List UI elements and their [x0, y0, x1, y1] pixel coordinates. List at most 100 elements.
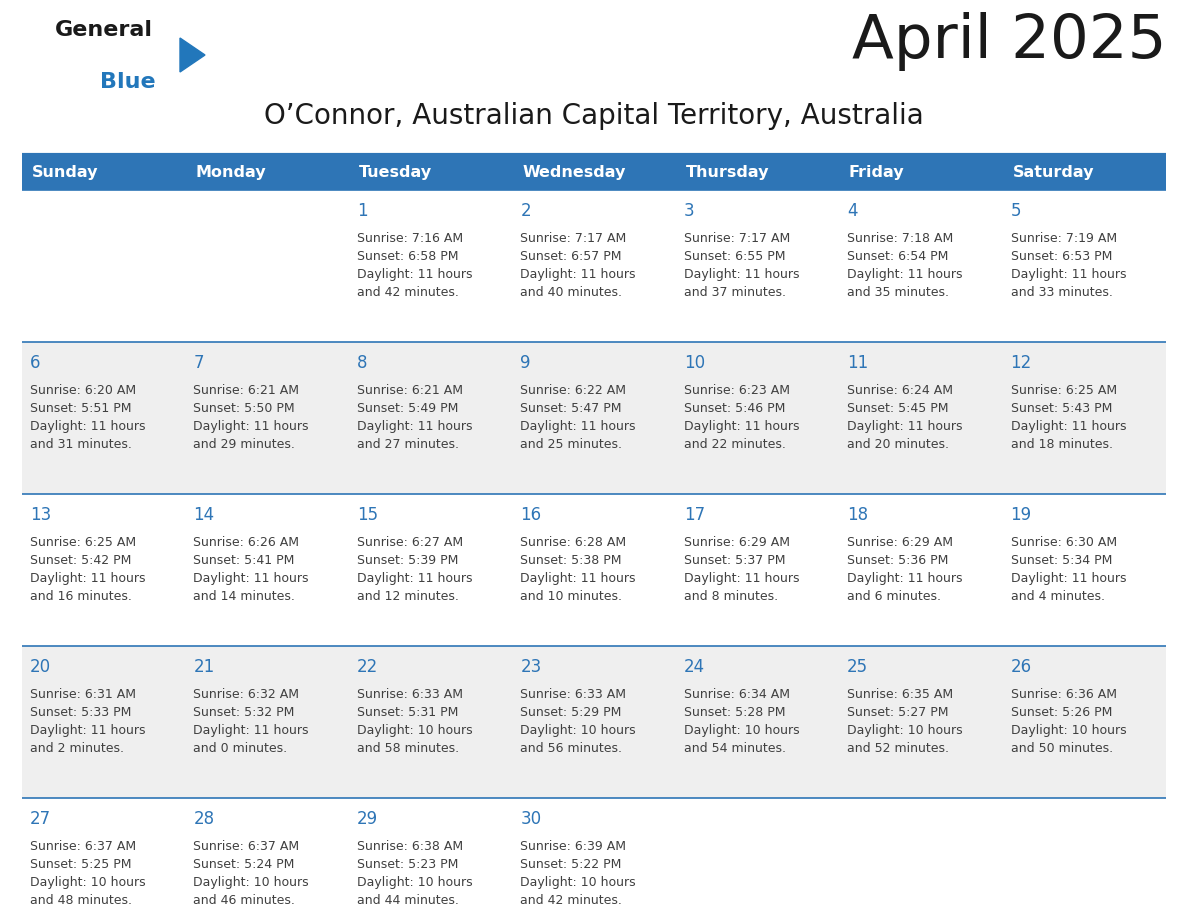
Text: Sunset: 5:39 PM: Sunset: 5:39 PM: [356, 554, 459, 567]
Text: Sunset: 6:58 PM: Sunset: 6:58 PM: [356, 250, 459, 263]
Text: Sunrise: 6:36 AM: Sunrise: 6:36 AM: [1011, 688, 1117, 701]
Text: O’Connor, Australian Capital Territory, Australia: O’Connor, Australian Capital Territory, …: [264, 102, 924, 130]
Text: and 40 minutes.: and 40 minutes.: [520, 286, 623, 299]
Text: Sunset: 5:26 PM: Sunset: 5:26 PM: [1011, 706, 1112, 719]
Text: Sunrise: 6:23 AM: Sunrise: 6:23 AM: [684, 384, 790, 397]
Bar: [1003, 155, 1165, 190]
Bar: [839, 155, 1003, 190]
Text: 14: 14: [194, 506, 215, 524]
Text: and 27 minutes.: and 27 minutes.: [356, 438, 459, 451]
Bar: [349, 155, 512, 190]
Text: Sunset: 5:29 PM: Sunset: 5:29 PM: [520, 706, 621, 719]
Text: Friday: Friday: [849, 165, 904, 180]
Text: and 2 minutes.: and 2 minutes.: [30, 742, 124, 755]
Text: Daylight: 11 hours: Daylight: 11 hours: [194, 724, 309, 737]
Text: 24: 24: [684, 658, 704, 676]
Text: Sunrise: 6:24 AM: Sunrise: 6:24 AM: [847, 384, 953, 397]
Text: Sunrise: 6:29 AM: Sunrise: 6:29 AM: [684, 536, 790, 549]
Text: and 25 minutes.: and 25 minutes.: [520, 438, 623, 451]
Text: Sunset: 6:54 PM: Sunset: 6:54 PM: [847, 250, 948, 263]
Text: Blue: Blue: [100, 72, 156, 92]
Text: Tuesday: Tuesday: [359, 165, 431, 180]
Text: 28: 28: [194, 810, 215, 828]
Text: 3: 3: [684, 202, 694, 220]
Text: Daylight: 11 hours: Daylight: 11 hours: [194, 420, 309, 433]
Text: Sunrise: 6:34 AM: Sunrise: 6:34 AM: [684, 688, 790, 701]
Text: Daylight: 11 hours: Daylight: 11 hours: [520, 420, 636, 433]
Text: Sunrise: 7:19 AM: Sunrise: 7:19 AM: [1011, 232, 1117, 245]
Text: Sunrise: 6:21 AM: Sunrise: 6:21 AM: [194, 384, 299, 397]
Text: and 35 minutes.: and 35 minutes.: [847, 286, 949, 299]
Text: and 31 minutes.: and 31 minutes.: [30, 438, 132, 451]
Text: and 14 minutes.: and 14 minutes.: [194, 590, 296, 603]
Text: Daylight: 10 hours: Daylight: 10 hours: [194, 876, 309, 889]
Bar: [676, 155, 839, 190]
Text: Daylight: 11 hours: Daylight: 11 hours: [684, 572, 800, 585]
Text: Sunrise: 6:37 AM: Sunrise: 6:37 AM: [194, 840, 299, 853]
Text: and 18 minutes.: and 18 minutes.: [1011, 438, 1113, 451]
Text: and 22 minutes.: and 22 minutes.: [684, 438, 785, 451]
Text: Daylight: 11 hours: Daylight: 11 hours: [356, 268, 473, 281]
Text: Sunrise: 6:28 AM: Sunrise: 6:28 AM: [520, 536, 626, 549]
Text: Sunset: 5:25 PM: Sunset: 5:25 PM: [30, 858, 132, 871]
Bar: [23, 155, 185, 190]
Text: and 33 minutes.: and 33 minutes.: [1011, 286, 1112, 299]
Text: 26: 26: [1011, 658, 1031, 676]
Text: Daylight: 11 hours: Daylight: 11 hours: [520, 268, 636, 281]
Text: Sunrise: 6:32 AM: Sunrise: 6:32 AM: [194, 688, 299, 701]
Text: 8: 8: [356, 354, 367, 372]
Text: Sunset: 5:37 PM: Sunset: 5:37 PM: [684, 554, 785, 567]
Text: Daylight: 10 hours: Daylight: 10 hours: [356, 876, 473, 889]
Text: Sunrise: 7:17 AM: Sunrise: 7:17 AM: [520, 232, 626, 245]
Text: Daylight: 11 hours: Daylight: 11 hours: [847, 572, 962, 585]
Text: and 52 minutes.: and 52 minutes.: [847, 742, 949, 755]
Text: 2: 2: [520, 202, 531, 220]
Text: 13: 13: [30, 506, 51, 524]
Text: Sunrise: 6:27 AM: Sunrise: 6:27 AM: [356, 536, 463, 549]
Text: Daylight: 11 hours: Daylight: 11 hours: [30, 572, 145, 585]
Text: Daylight: 11 hours: Daylight: 11 hours: [520, 572, 636, 585]
Text: Daylight: 10 hours: Daylight: 10 hours: [847, 724, 962, 737]
Text: Sunset: 5:27 PM: Sunset: 5:27 PM: [847, 706, 949, 719]
Text: Daylight: 11 hours: Daylight: 11 hours: [356, 420, 473, 433]
Text: Sunset: 5:47 PM: Sunset: 5:47 PM: [520, 402, 621, 415]
Text: and 46 minutes.: and 46 minutes.: [194, 894, 296, 907]
Text: Sunrise: 6:25 AM: Sunrise: 6:25 AM: [30, 536, 137, 549]
Text: Sunrise: 6:30 AM: Sunrise: 6:30 AM: [1011, 536, 1117, 549]
Text: Sunrise: 6:33 AM: Sunrise: 6:33 AM: [356, 688, 463, 701]
Text: Sunrise: 6:31 AM: Sunrise: 6:31 AM: [30, 688, 135, 701]
Text: and 12 minutes.: and 12 minutes.: [356, 590, 459, 603]
Bar: [23, 646, 1165, 798]
Text: Sunset: 5:23 PM: Sunset: 5:23 PM: [356, 858, 459, 871]
Text: and 42 minutes.: and 42 minutes.: [520, 894, 623, 907]
Text: Sunrise: 6:21 AM: Sunrise: 6:21 AM: [356, 384, 463, 397]
Text: Sunset: 5:43 PM: Sunset: 5:43 PM: [1011, 402, 1112, 415]
Text: 17: 17: [684, 506, 704, 524]
Text: Daylight: 11 hours: Daylight: 11 hours: [30, 420, 145, 433]
Text: Sunset: 5:31 PM: Sunset: 5:31 PM: [356, 706, 459, 719]
Text: Daylight: 11 hours: Daylight: 11 hours: [1011, 420, 1126, 433]
Text: and 50 minutes.: and 50 minutes.: [1011, 742, 1113, 755]
Text: Daylight: 11 hours: Daylight: 11 hours: [684, 268, 800, 281]
Text: Sunset: 5:38 PM: Sunset: 5:38 PM: [520, 554, 621, 567]
Text: Sunset: 5:28 PM: Sunset: 5:28 PM: [684, 706, 785, 719]
Text: 4: 4: [847, 202, 858, 220]
Text: 7: 7: [194, 354, 204, 372]
Text: Sunset: 5:33 PM: Sunset: 5:33 PM: [30, 706, 132, 719]
Text: and 54 minutes.: and 54 minutes.: [684, 742, 785, 755]
Text: and 42 minutes.: and 42 minutes.: [356, 286, 459, 299]
Text: 18: 18: [847, 506, 868, 524]
Text: and 56 minutes.: and 56 minutes.: [520, 742, 623, 755]
Text: 15: 15: [356, 506, 378, 524]
Text: and 20 minutes.: and 20 minutes.: [847, 438, 949, 451]
Text: Sunset: 5:51 PM: Sunset: 5:51 PM: [30, 402, 132, 415]
Polygon shape: [181, 38, 206, 72]
Text: and 16 minutes.: and 16 minutes.: [30, 590, 132, 603]
Text: Sunset: 5:22 PM: Sunset: 5:22 PM: [520, 858, 621, 871]
Text: Sunset: 5:36 PM: Sunset: 5:36 PM: [847, 554, 948, 567]
Text: Sunrise: 6:26 AM: Sunrise: 6:26 AM: [194, 536, 299, 549]
Text: Sunrise: 6:20 AM: Sunrise: 6:20 AM: [30, 384, 137, 397]
Text: Sunday: Sunday: [32, 165, 99, 180]
Text: Sunrise: 7:16 AM: Sunrise: 7:16 AM: [356, 232, 463, 245]
Text: Sunrise: 6:33 AM: Sunrise: 6:33 AM: [520, 688, 626, 701]
